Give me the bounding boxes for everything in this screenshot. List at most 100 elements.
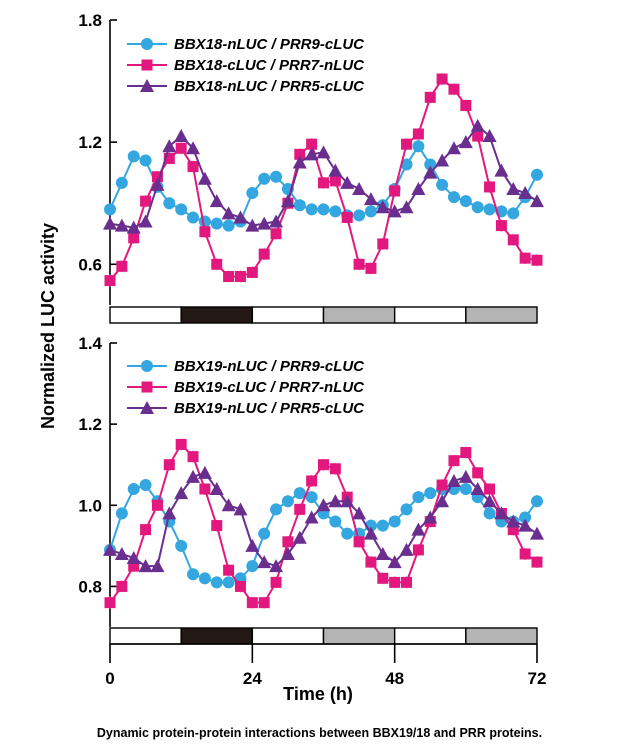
data-point-square bbox=[306, 138, 318, 150]
data-point-square bbox=[448, 455, 460, 467]
data-point-square bbox=[104, 597, 116, 609]
y-axis-label: Normalized LUC activity bbox=[38, 223, 58, 429]
data-point-circle bbox=[293, 199, 306, 212]
x-tick-label: 72 bbox=[528, 669, 547, 688]
data-point-triangle bbox=[530, 194, 544, 208]
y-tick-label: 1.2 bbox=[78, 133, 102, 152]
data-point-square bbox=[294, 148, 306, 160]
data-point-circle bbox=[270, 170, 283, 183]
data-point-square bbox=[116, 580, 128, 592]
data-point-triangle bbox=[114, 546, 129, 560]
data-point-circle bbox=[305, 491, 318, 504]
data-point-square bbox=[258, 248, 270, 260]
y-tick-label: 1.2 bbox=[78, 415, 102, 434]
data-point-square bbox=[365, 556, 377, 568]
data-point-square bbox=[495, 220, 507, 232]
data-point-triangle bbox=[209, 194, 224, 208]
data-point-triangle bbox=[506, 514, 521, 528]
data-point-circle bbox=[127, 150, 140, 163]
data-point-triangle bbox=[375, 200, 390, 214]
y-tick-label: 1.4 bbox=[78, 334, 102, 353]
data-point-triangle bbox=[174, 486, 189, 500]
data-point-triangle bbox=[174, 129, 189, 143]
data-point-square bbox=[460, 100, 472, 111]
y-tick-label: 1.8 bbox=[78, 11, 102, 30]
legend-label: BBX19-cLUC / PRR7-nLUC bbox=[174, 379, 365, 396]
data-point-square bbox=[436, 479, 448, 491]
data-point-circle bbox=[305, 203, 318, 216]
data-point-triangle bbox=[375, 546, 390, 560]
data-point-circle bbox=[293, 487, 306, 500]
light-condition-segment bbox=[465, 627, 538, 645]
data-point-circle bbox=[436, 178, 449, 191]
data-point-circle bbox=[246, 187, 259, 200]
data-point-triangle bbox=[518, 518, 533, 532]
legend-label: BBX18-nLUC / PRR9-cLUC bbox=[174, 36, 365, 53]
data-point-square bbox=[234, 580, 246, 592]
data-point-circle bbox=[507, 207, 520, 220]
data-point-triangle bbox=[280, 546, 295, 560]
light-condition-segment bbox=[251, 306, 325, 324]
data-point-triangle bbox=[150, 559, 165, 573]
data-point-triangle bbox=[197, 171, 212, 185]
data-point-triangle bbox=[435, 494, 450, 508]
data-point-triangle bbox=[352, 181, 367, 195]
light-condition-segment bbox=[393, 306, 467, 324]
data-point-circle bbox=[400, 158, 413, 171]
data-point-triangle bbox=[423, 165, 438, 179]
data-point-square bbox=[389, 185, 401, 197]
y-tick-label: 0.6 bbox=[78, 255, 102, 274]
data-point-square bbox=[519, 252, 531, 264]
bottom-panel: 0.8 1.0 1.2 1.4 BBX19-nLUC / PRR9-cLUC BBX19-… bbox=[78, 334, 546, 688]
data-point-triangle bbox=[257, 216, 272, 230]
data-point-square bbox=[401, 138, 413, 150]
data-point-triangle bbox=[138, 559, 153, 573]
legend-label: BBX18-nLUC / PRR5-cLUC bbox=[174, 78, 365, 95]
light-condition-segment bbox=[109, 306, 182, 324]
data-point-square bbox=[116, 260, 128, 272]
data-point-circle bbox=[210, 576, 223, 589]
light-condition-segment bbox=[251, 627, 325, 645]
data-point-square bbox=[341, 211, 353, 223]
legend-marker-circle bbox=[141, 360, 153, 372]
data-point-triangle bbox=[446, 141, 461, 155]
data-point-triangle bbox=[103, 216, 117, 230]
data-point-square bbox=[448, 83, 460, 95]
data-point-square bbox=[223, 564, 235, 576]
data-point-triangle bbox=[126, 220, 141, 234]
data-point-circle bbox=[531, 168, 543, 181]
data-point-square bbox=[199, 483, 211, 495]
light-condition-segment bbox=[322, 306, 396, 324]
data-point-square bbox=[401, 576, 413, 588]
data-point-triangle bbox=[186, 469, 201, 483]
data-point-square bbox=[507, 524, 519, 536]
data-point-triangle bbox=[352, 506, 367, 520]
y-tick-label: 0.8 bbox=[78, 577, 102, 596]
data-point-square bbox=[187, 161, 199, 173]
data-point-triangle bbox=[162, 139, 177, 153]
data-point-triangle bbox=[257, 555, 272, 569]
figure-caption: Dynamic protein-protein interactions bet… bbox=[96, 726, 543, 740]
data-point-square bbox=[282, 536, 294, 548]
legend-marker-square bbox=[141, 381, 153, 393]
data-point-square bbox=[223, 271, 235, 282]
data-point-circle bbox=[258, 527, 271, 540]
data-point-triangle bbox=[494, 506, 509, 520]
data-point-circle bbox=[163, 197, 176, 210]
data-point-circle bbox=[187, 568, 200, 581]
data-point-circle bbox=[210, 217, 223, 230]
data-point-circle bbox=[175, 203, 188, 216]
data-point-triangle bbox=[245, 538, 260, 552]
data-point-triangle bbox=[269, 559, 284, 573]
data-point-triangle bbox=[233, 210, 248, 224]
data-point-triangle bbox=[221, 498, 236, 512]
data-point-circle bbox=[115, 507, 128, 520]
data-point-circle bbox=[412, 491, 425, 504]
data-point-circle bbox=[483, 203, 496, 216]
legend-label: BBX19-nLUC / PRR5-cLUC bbox=[174, 400, 365, 417]
data-point-triangle bbox=[363, 526, 378, 540]
data-point-square bbox=[258, 597, 270, 609]
data-point-square bbox=[199, 226, 211, 238]
data-point-square bbox=[365, 262, 377, 274]
data-point-triangle bbox=[506, 181, 521, 195]
